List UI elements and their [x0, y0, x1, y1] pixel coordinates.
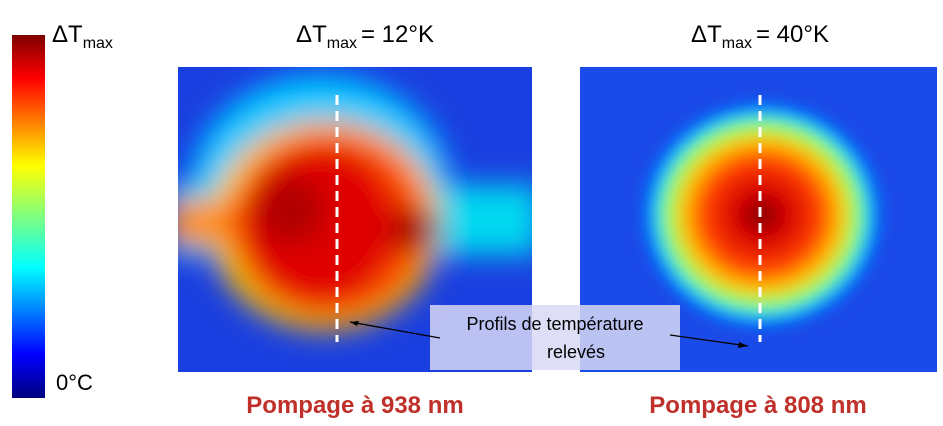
thermal-image-1 — [178, 67, 532, 372]
text-part: = 40°K — [756, 21, 829, 48]
text-part: ΔT — [296, 21, 327, 48]
text-part: ΔT — [52, 21, 83, 48]
panel-caption: Pompage à 808 nm — [649, 392, 866, 419]
panel-title: ΔTmax = 12°K — [296, 21, 434, 52]
colorbar-bottom-label: 0°C — [56, 370, 93, 395]
panel-title: ΔTmax = 40°K — [691, 21, 829, 52]
annotation-text: Profils de température — [466, 314, 643, 334]
text-part: = 12°K — [361, 21, 434, 48]
panel-caption: Pompage à 938 nm — [246, 392, 463, 419]
text-part: max — [83, 35, 113, 52]
arrow — [669, 334, 749, 347]
colorbar-top-label: ΔTmax — [52, 21, 113, 52]
arrow — [349, 321, 441, 339]
annotation-box — [430, 305, 680, 370]
annotation-text: relevés — [547, 342, 605, 362]
colorbar — [12, 35, 45, 398]
text-part: max — [327, 35, 357, 52]
arrowhead — [738, 342, 748, 348]
arrowhead — [350, 321, 359, 326]
text-part: max — [722, 35, 752, 52]
text-part: ΔT — [691, 21, 722, 48]
